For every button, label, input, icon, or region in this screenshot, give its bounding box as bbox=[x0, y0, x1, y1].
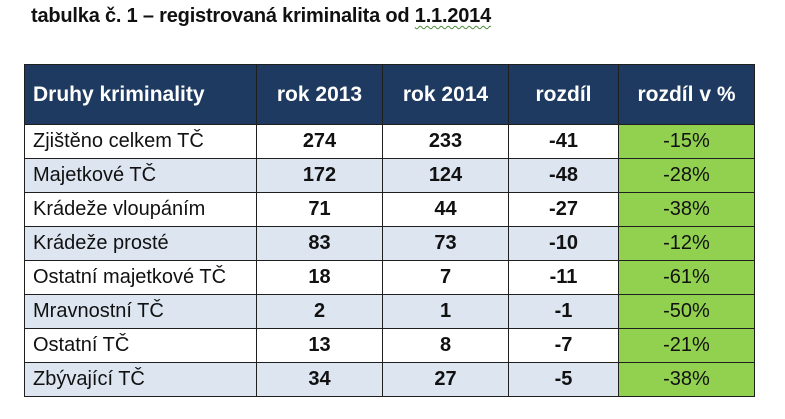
row-difference-percent: -61% bbox=[618, 260, 755, 295]
row-difference-percent: -12% bbox=[618, 226, 755, 261]
table-row: Zjištěno celkem TČ 274 233 -41 -15% bbox=[24, 124, 755, 159]
row-value-2014: 7 bbox=[382, 260, 509, 295]
row-value-2013: 274 bbox=[256, 124, 383, 159]
row-difference: -48 bbox=[508, 158, 619, 193]
row-difference-percent: -50% bbox=[618, 294, 755, 329]
row-value-2013: 83 bbox=[256, 226, 383, 261]
table-row: Ostatní majetkové TČ 18 7 -11 -61% bbox=[24, 260, 755, 295]
row-crime-type: Majetkové TČ bbox=[24, 158, 257, 193]
row-difference: -11 bbox=[508, 260, 619, 295]
header-year-2013: rok 2013 bbox=[256, 64, 383, 125]
row-difference: -27 bbox=[508, 192, 619, 227]
row-value-2013: 172 bbox=[256, 158, 383, 193]
table-row: Krádeže prosté 83 73 -10 -12% bbox=[24, 226, 755, 261]
table-row: Ostatní TČ 13 8 -7 -21% bbox=[24, 328, 755, 363]
row-difference-percent: -38% bbox=[618, 362, 755, 397]
row-value-2014: 44 bbox=[382, 192, 509, 227]
row-value-2013: 13 bbox=[256, 328, 383, 363]
row-difference-percent: -28% bbox=[618, 158, 755, 193]
row-value-2013: 2 bbox=[256, 294, 383, 329]
table-row: Mravnostní TČ 2 1 -1 -50% bbox=[24, 294, 755, 329]
row-difference: -1 bbox=[508, 294, 619, 329]
table-row: Zbývající TČ 34 27 -5 -38% bbox=[24, 362, 755, 397]
row-difference: -10 bbox=[508, 226, 619, 261]
row-value-2014: 233 bbox=[382, 124, 509, 159]
row-value-2014: 73 bbox=[382, 226, 509, 261]
row-difference: -5 bbox=[508, 362, 619, 397]
row-crime-type: Zbývající TČ bbox=[24, 362, 257, 397]
row-difference: -7 bbox=[508, 328, 619, 363]
crime-table: Druhy kriminality rok 2013 rok 2014 rozd… bbox=[24, 64, 755, 397]
header-crime-type: Druhy kriminality bbox=[24, 64, 257, 125]
header-year-2014: rok 2014 bbox=[382, 64, 509, 125]
table-header-row: Druhy kriminality rok 2013 rok 2014 rozd… bbox=[24, 64, 755, 125]
row-crime-type: Ostatní majetkové TČ bbox=[24, 260, 257, 295]
row-crime-type: Mravnostní TČ bbox=[24, 294, 257, 329]
table-row: Krádeže vloupáním 71 44 -27 -38% bbox=[24, 192, 755, 227]
row-difference-percent: -21% bbox=[618, 328, 755, 363]
row-difference: -41 bbox=[508, 124, 619, 159]
row-value-2014: 1 bbox=[382, 294, 509, 329]
row-crime-type: Ostatní TČ bbox=[24, 328, 257, 363]
header-difference: rozdíl bbox=[508, 64, 619, 125]
row-difference-percent: -38% bbox=[618, 192, 755, 227]
row-value-2013: 34 bbox=[256, 362, 383, 397]
header-difference-percent: rozdíl v % bbox=[618, 64, 755, 125]
table-title: tabulka č. 1 – registrovaná kriminalita … bbox=[31, 5, 491, 28]
row-crime-type: Zjištěno celkem TČ bbox=[24, 124, 257, 159]
row-crime-type: Krádeže prosté bbox=[24, 226, 257, 261]
row-value-2014: 8 bbox=[382, 328, 509, 363]
row-value-2014: 27 bbox=[382, 362, 509, 397]
table-title-text: tabulka č. 1 – registrovaná kriminalita … bbox=[31, 5, 415, 27]
table-row: Majetkové TČ 172 124 -48 -28% bbox=[24, 158, 755, 193]
table-title-date: 1.1.2014 bbox=[414, 5, 492, 27]
row-value-2013: 71 bbox=[256, 192, 383, 227]
row-difference-percent: -15% bbox=[618, 124, 755, 159]
row-crime-type: Krádeže vloupáním bbox=[24, 192, 257, 227]
row-value-2013: 18 bbox=[256, 260, 383, 295]
row-value-2014: 124 bbox=[382, 158, 509, 193]
